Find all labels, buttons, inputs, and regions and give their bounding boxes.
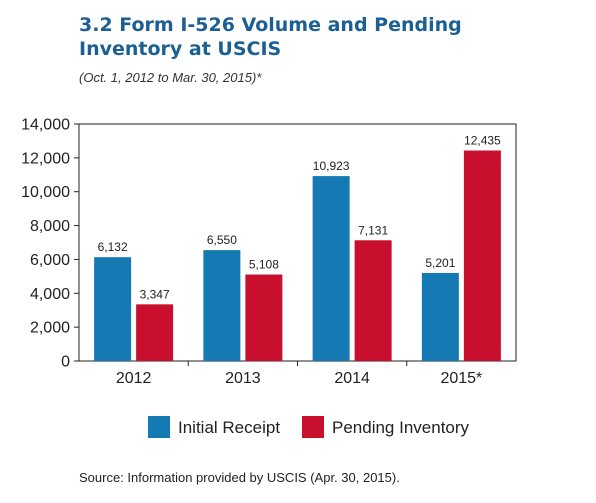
legend-swatch-initial-receipt xyxy=(148,416,170,438)
y-tick-label: 14,000 xyxy=(21,117,70,134)
y-tick-label: 2,000 xyxy=(30,320,70,337)
bar-initial-receipt-2015 xyxy=(421,272,459,361)
bar-initial-receipt-2013 xyxy=(203,250,241,361)
y-tick-label: 4,000 xyxy=(30,286,70,303)
x-category-label: 2015* xyxy=(440,370,482,387)
x-category-label: 2014 xyxy=(334,370,370,387)
bar-chart: 0 2,000 4,000 6,000 8,000 10,000 12,000 14,000 6… xyxy=(21,117,517,438)
y-tick-label: 6,000 xyxy=(30,252,70,269)
data-label: 10,923 xyxy=(313,159,350,173)
bar-initial-receipt-2014 xyxy=(312,176,350,361)
legend-label-initial-receipt: Initial Receipt xyxy=(178,418,280,437)
bar-initial-receipt-2012 xyxy=(94,257,132,361)
data-label: 5,201 xyxy=(425,256,455,270)
legend-swatch-pending-inventory xyxy=(302,416,324,438)
y-tick-label: 10,000 xyxy=(21,184,70,201)
data-label: 3,347 xyxy=(140,287,170,301)
data-label: 6,132 xyxy=(98,240,128,254)
legend-label-pending-inventory: Pending Inventory xyxy=(332,418,470,437)
data-label: 6,550 xyxy=(207,233,237,247)
y-tick-label: 0 xyxy=(61,354,70,371)
bar-pending-inventory-2014 xyxy=(354,240,392,361)
data-label: 5,108 xyxy=(249,258,279,272)
data-label: 7,131 xyxy=(358,223,388,237)
y-tick-label: 12,000 xyxy=(21,150,70,167)
y-tick-label: 8,000 xyxy=(30,218,70,235)
bar-pending-inventory-2012 xyxy=(136,304,174,361)
source-note: Source: Information provided by USCIS (A… xyxy=(79,470,400,485)
x-category-label: 2013 xyxy=(225,370,261,387)
bar-pending-inventory-2015 xyxy=(463,150,501,361)
bar-pending-inventory-2013 xyxy=(245,274,283,361)
x-category-label: 2012 xyxy=(116,370,152,387)
data-label: 12,435 xyxy=(464,133,501,147)
chart-title: 3.2 Form I-526 Volume and Pending Invent… xyxy=(79,14,462,60)
chart-subtitle: (Oct. 1, 2012 to Mar. 30, 2015)* xyxy=(79,70,262,85)
